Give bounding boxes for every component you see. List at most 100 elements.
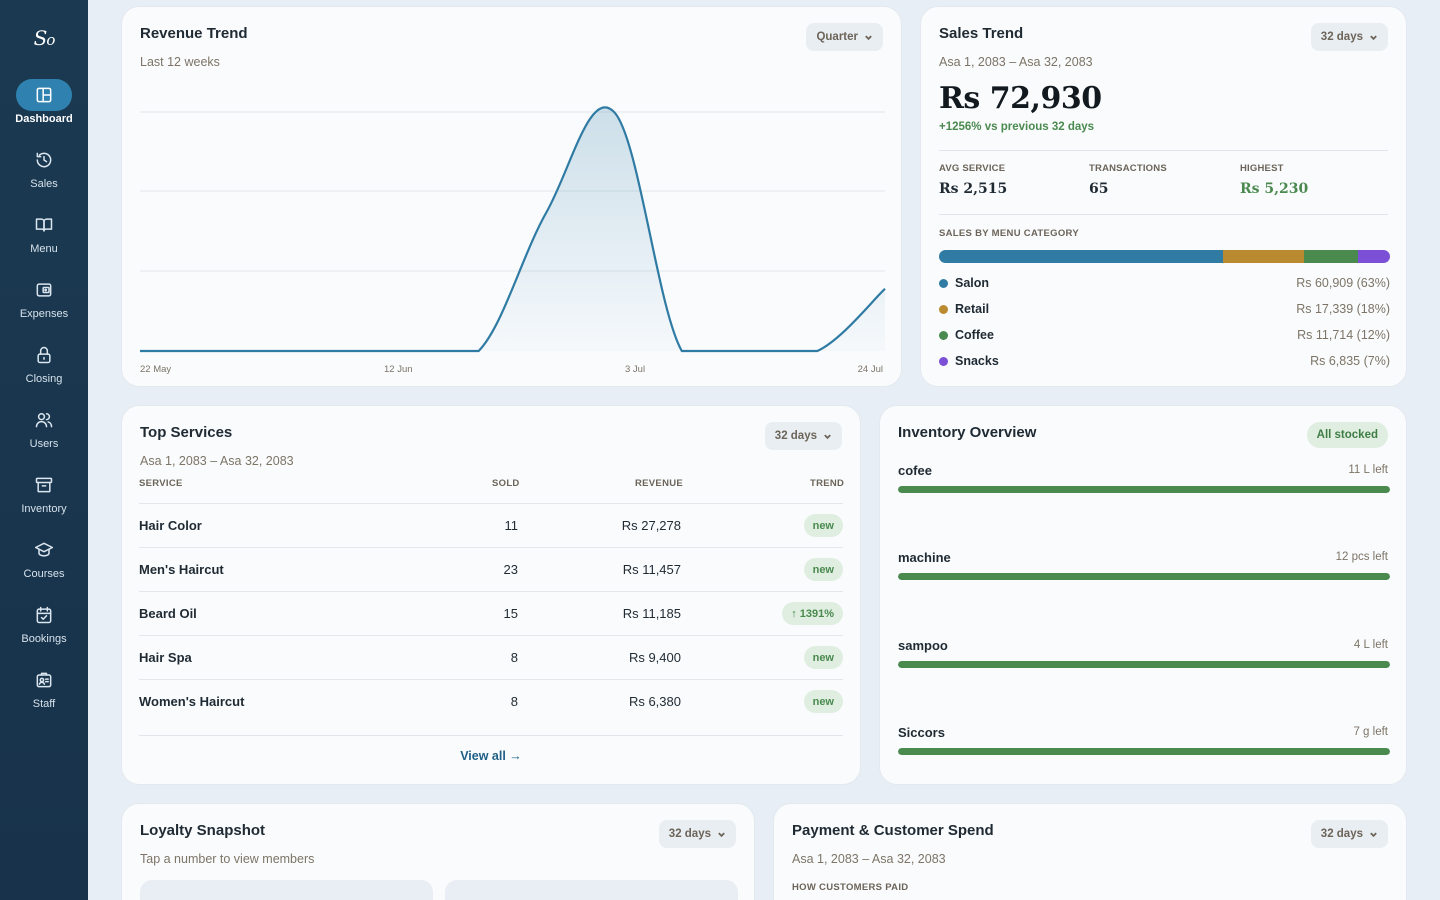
category-row: Salon Rs 60,909 (63%) (939, 275, 1390, 293)
stat-value: Rs 5,230 (1240, 181, 1309, 197)
trend-badge: new (803, 646, 843, 669)
card-title: Sales Trend (939, 25, 1024, 42)
sidebar-item-dashboard[interactable]: Dashboard (0, 79, 88, 137)
period-label: 32 days (774, 430, 817, 442)
date-range: Asa 1, 2083 – Asa 32, 2083 (939, 55, 1093, 69)
sidebar-item-users[interactable]: Users (0, 404, 88, 462)
app-logo[interactable]: So (33, 26, 56, 50)
sold-count: 15 (503, 606, 518, 621)
card-subtitle: Last 12 weeks (140, 55, 220, 69)
table-row[interactable]: Women's Haircut 8 Rs 6,380 new (139, 679, 843, 723)
sidebar-item-sales[interactable]: Sales (0, 144, 88, 202)
inventory-level-fill (898, 748, 1390, 755)
sidebar-item-closing[interactable]: Closing (0, 339, 88, 397)
category-segment (939, 250, 1224, 263)
category-dot (939, 305, 948, 314)
inventory-level-fill (898, 573, 1390, 580)
sidebar-item-inventory[interactable]: Inventory (0, 469, 88, 527)
table-row[interactable]: Hair Spa 8 Rs 9,400 new (139, 635, 843, 679)
sidebar-item-expenses[interactable]: Expenses (0, 274, 88, 332)
sidebar-item-menu[interactable]: Menu (0, 209, 88, 267)
sidebar-item-courses[interactable]: Courses (0, 534, 88, 592)
period-dropdown[interactable]: 32 days (658, 820, 736, 848)
period-dropdown[interactable]: 32 days (1310, 23, 1388, 51)
trend-badge: new (803, 514, 843, 537)
revenue-value: Rs 11,457 (622, 562, 681, 577)
sidebar-item-bookings[interactable]: Bookings (0, 599, 88, 657)
graduation-cap-icon (16, 534, 72, 566)
inventory-card: Inventory Overview All stocked cofee 11 … (879, 405, 1407, 785)
sidebar-item-label: Expenses (19, 308, 69, 320)
sidebar-item-label: Courses (23, 568, 65, 580)
x-tick-label: 22 May (140, 364, 172, 375)
table-row[interactable]: Hair Color 11 Rs 27,278 new (139, 503, 843, 547)
category-row: Snacks Rs 6,835 (7%) (939, 353, 1390, 371)
category-dot (939, 331, 948, 340)
period-label: Quarter (816, 31, 858, 43)
category-segment (1304, 250, 1359, 263)
inventory-item-left: 4 L left (1353, 639, 1388, 651)
category-name: Retail (955, 302, 990, 316)
category-name: Salon (955, 276, 990, 290)
divider (939, 214, 1388, 215)
card-title: Revenue Trend (140, 25, 248, 42)
archive-icon (16, 469, 72, 501)
service-name: Women's Haircut (139, 694, 245, 709)
service-name: Men's Haircut (139, 562, 224, 577)
revenue-value: Rs 6,380 (628, 694, 681, 709)
trend-badge: ↑ 1391% (782, 602, 843, 625)
history-icon (16, 144, 72, 176)
payment-card: Payment & Customer Spend Asa 1, 2083 – A… (773, 803, 1407, 900)
period-dropdown[interactable]: 32 days (764, 422, 842, 450)
inventory-level-bar (898, 748, 1390, 755)
loyalty-tile[interactable] (445, 880, 738, 900)
section-label: SALES BY MENU CATEGORY (939, 228, 1079, 239)
revenue-chart (139, 106, 886, 353)
inventory-item-left: 12 pcs left (1335, 551, 1388, 563)
sales-trend-card: Sales Trend Asa 1, 2083 – Asa 32, 2083 3… (920, 6, 1407, 387)
sold-count: 8 (510, 650, 518, 665)
lock-icon (16, 339, 72, 371)
sales-delta: +1256% vs previous 32 days (939, 121, 1095, 133)
category-segment (1358, 250, 1390, 263)
card-subtitle: Tap a number to view members (140, 852, 315, 866)
calendar-check-icon (16, 599, 72, 631)
table-row[interactable]: Beard Oil 15 Rs 11,185 ↑ 1391% (139, 591, 843, 635)
category-stacked-bar (939, 250, 1390, 263)
chevron-down-icon (1370, 832, 1377, 837)
revenue-value: Rs 11,185 (622, 606, 681, 621)
stat-value: 65 (1089, 181, 1109, 197)
sold-count: 8 (510, 694, 518, 709)
loyalty-tile[interactable] (140, 880, 433, 900)
column-header: TREND (810, 478, 845, 489)
x-tick-label: 24 Jul (857, 364, 883, 375)
inventory-level-bar (898, 661, 1390, 668)
category-row: Retail Rs 17,339 (18%) (939, 301, 1390, 319)
period-dropdown[interactable]: Quarter (806, 23, 883, 51)
period-dropdown[interactable]: 32 days (1310, 820, 1388, 848)
table-row[interactable]: Men's Haircut 23 Rs 11,457 new (139, 547, 843, 591)
column-header: SERVICE (139, 478, 183, 489)
stat-value: Rs 2,515 (939, 181, 1008, 197)
stat-label: AVG SERVICE (939, 163, 1006, 174)
trend-badge: new (803, 690, 843, 713)
view-all-link[interactable]: View all → (460, 749, 522, 763)
inventory-item-name: machine (898, 550, 951, 565)
sold-count: 11 (504, 518, 519, 533)
revenue-value: Rs 9,400 (628, 650, 681, 665)
revenue-trend-card: Revenue Trend Last 12 weeks Quarter 22 M… (121, 6, 902, 387)
inventory-item-name: cofee (898, 463, 932, 478)
sidebar-item-label: Users (29, 438, 59, 450)
column-header: REVENUE (635, 478, 684, 489)
inventory-level-bar (898, 486, 1390, 493)
revenue-area (140, 107, 885, 351)
category-value: Rs 60,909 (63%) (1296, 276, 1390, 290)
sidebar-item-staff[interactable]: Staff (0, 664, 88, 722)
sidebar-item-label: Dashboard (15, 113, 73, 125)
card-title: Inventory Overview (898, 424, 1037, 441)
x-tick-label: 3 Jul (625, 364, 646, 375)
stock-status-badge: All stocked (1306, 422, 1388, 448)
stat-label: HIGHEST (1240, 163, 1284, 174)
category-name: Coffee (955, 328, 994, 342)
chevron-down-icon (824, 434, 831, 439)
